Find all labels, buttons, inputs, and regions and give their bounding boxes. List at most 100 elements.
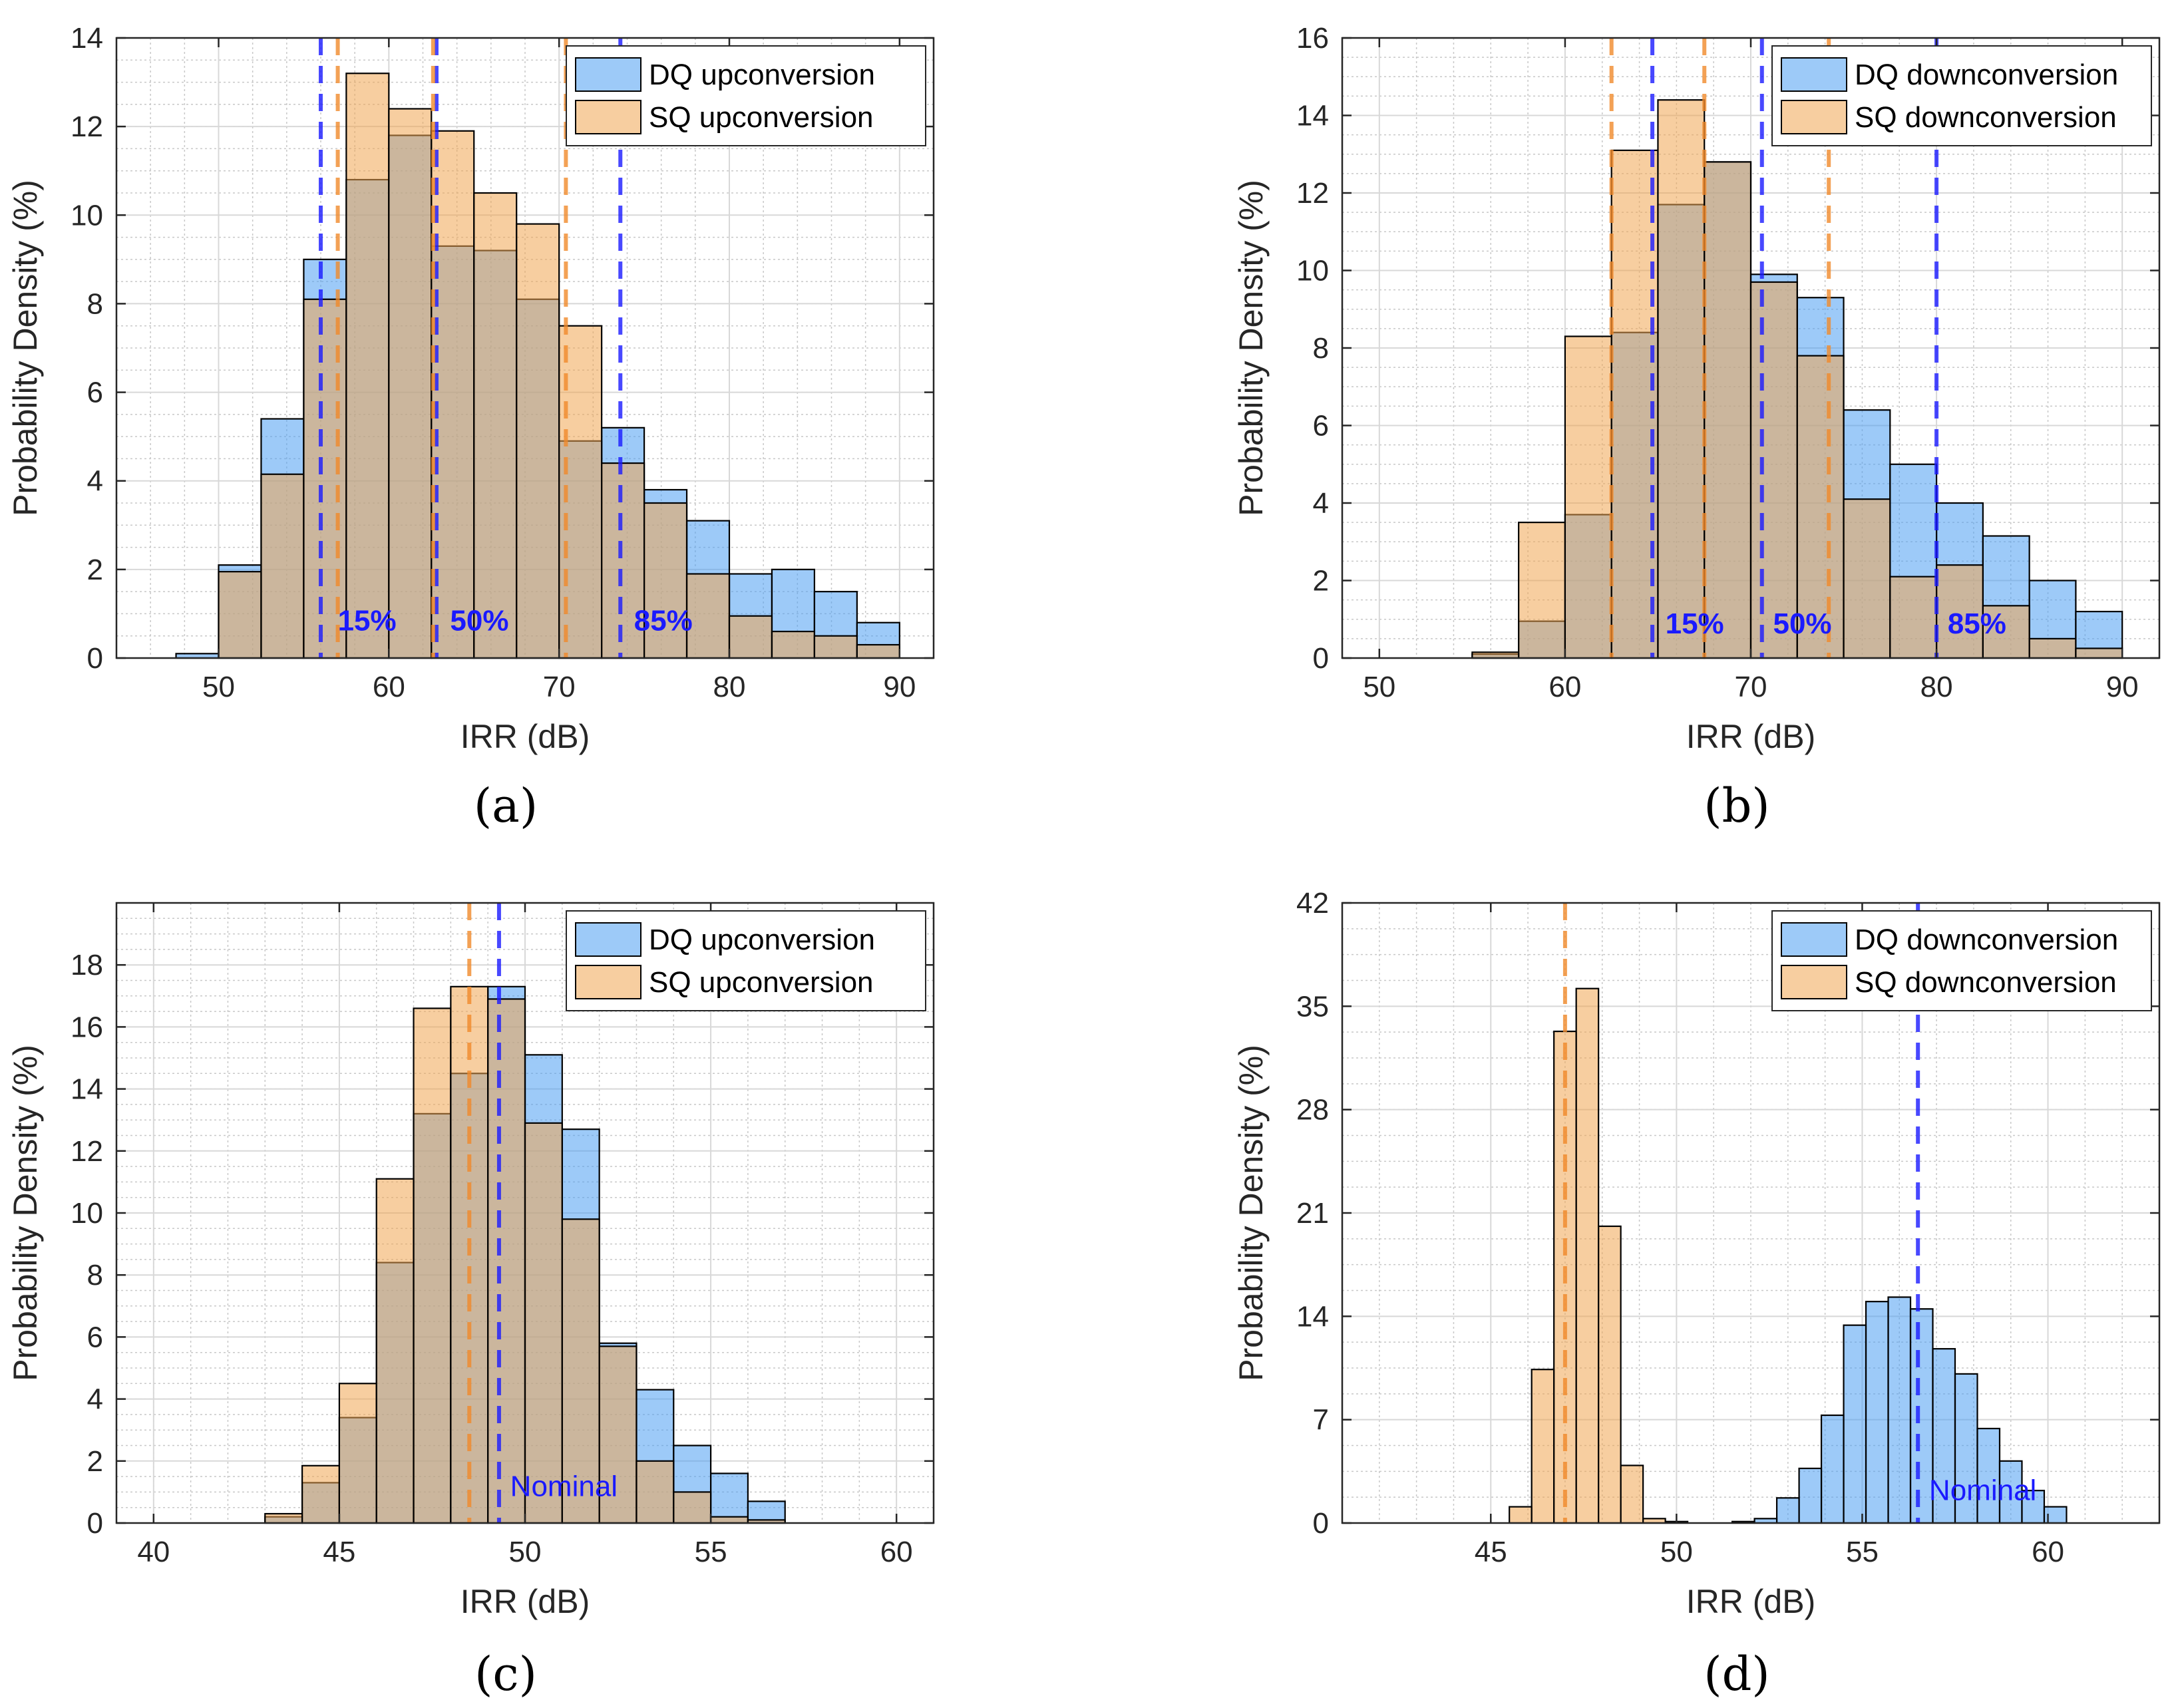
x-tick-label: 60 bbox=[880, 1536, 913, 1568]
x-tick-label: 80 bbox=[713, 671, 746, 703]
annotation-label: 15% bbox=[338, 605, 397, 637]
x-tick-label: 45 bbox=[1475, 1536, 1507, 1568]
histogram-bar bbox=[1909, 1308, 1934, 1524]
annotation-label: 50% bbox=[1773, 607, 1831, 640]
legend-entry-label: DQ upconversion bbox=[649, 59, 875, 91]
legend-entry-label: SQ downconversion bbox=[1855, 966, 2117, 999]
legend-swatch bbox=[575, 965, 641, 999]
histogram-bar bbox=[264, 1512, 303, 1524]
axes-box bbox=[115, 37, 935, 659]
annotation-label: 85% bbox=[634, 605, 693, 637]
histogram-bar bbox=[1954, 1373, 1978, 1524]
histogram-bar bbox=[1796, 355, 1845, 659]
legend-entry-label: DQ downconversion bbox=[1855, 59, 2118, 91]
x-tick-label: 50 bbox=[1660, 1536, 1693, 1568]
histogram-bar bbox=[1509, 1506, 1533, 1524]
histogram-bar bbox=[1749, 281, 1798, 659]
y-tick-label: 14 bbox=[71, 22, 103, 55]
histogram-bar bbox=[643, 502, 688, 659]
y-tick-label: 12 bbox=[71, 110, 103, 143]
histogram-bar bbox=[856, 643, 900, 659]
y-axis-label: Probability Density (%) bbox=[7, 1045, 44, 1381]
x-tick-label: 70 bbox=[543, 671, 576, 703]
histogram-bar bbox=[1775, 1497, 1800, 1524]
y-tick-label: 16 bbox=[71, 1011, 103, 1043]
y-tick-label: 6 bbox=[87, 377, 103, 409]
legend-entry-label: SQ upconversion bbox=[649, 966, 874, 999]
legend-swatch bbox=[575, 100, 641, 134]
annotation-label: Nominal bbox=[510, 1470, 618, 1502]
histogram-bar bbox=[260, 473, 305, 659]
y-tick-label: 0 bbox=[1313, 642, 1329, 675]
x-tick-label: 50 bbox=[509, 1536, 542, 1568]
panel-a: 15% 50% 85% 50 60 70 80 90 0 2 4 6 8 10 12 14 IRR (dB) Pr… bbox=[7, 22, 935, 833]
y-tick-label: 14 bbox=[1296, 1300, 1329, 1333]
x-tick-label: 45 bbox=[323, 1536, 355, 1568]
x-axis-label: IRR (dB) bbox=[460, 1583, 590, 1620]
legend-swatch bbox=[575, 57, 641, 92]
histogram-bar bbox=[1820, 1414, 1845, 1524]
x-tick-label: 50 bbox=[202, 671, 235, 703]
histogram-bar bbox=[1982, 605, 2030, 659]
y-tick-label: 4 bbox=[87, 465, 103, 498]
histogram-bar bbox=[709, 1516, 749, 1524]
y-tick-label: 14 bbox=[71, 1073, 103, 1106]
y-tick-label: 8 bbox=[87, 1259, 103, 1291]
legend-entry-label: SQ downconversion bbox=[1855, 101, 2117, 134]
y-tick-label: 35 bbox=[1296, 990, 1329, 1023]
histogram-bar bbox=[561, 1218, 600, 1524]
x-axis-label: IRR (dB) bbox=[460, 718, 590, 755]
histogram-bar bbox=[1564, 335, 1612, 659]
histogram-bar bbox=[1865, 1301, 1889, 1524]
x-tick-label: 55 bbox=[1846, 1536, 1879, 1568]
y-tick-label: 6 bbox=[1313, 410, 1329, 442]
y-tick-label: 12 bbox=[71, 1135, 103, 1168]
histogram-bar bbox=[1976, 1427, 2001, 1524]
panel-b: 15% 50% 85% 50 60 70 80 90 0 2 4 6 8 10 12 14 16 IRR (dB)… bbox=[1232, 22, 2161, 833]
y-tick-label: 10 bbox=[71, 199, 103, 232]
x-tick-label: 90 bbox=[2106, 671, 2139, 703]
histogram-bar bbox=[1889, 576, 1938, 659]
histogram-bar bbox=[388, 108, 433, 659]
panel-caption: (c) bbox=[474, 1647, 537, 1701]
histogram-bar bbox=[516, 223, 560, 659]
histogram-bar bbox=[473, 192, 518, 659]
y-tick-label: 0 bbox=[1313, 1507, 1329, 1540]
histogram-bar bbox=[345, 73, 390, 659]
histogram-bar bbox=[673, 1491, 712, 1524]
x-tick-label: 55 bbox=[695, 1536, 727, 1568]
legend-swatch bbox=[1781, 100, 1847, 134]
histogram-bar bbox=[1531, 1369, 1555, 1524]
histogram-bar bbox=[1518, 522, 1566, 659]
x-tick-label: 90 bbox=[883, 671, 916, 703]
y-tick-label: 6 bbox=[87, 1321, 103, 1353]
legend-swatch bbox=[1781, 57, 1847, 92]
y-tick-label: 10 bbox=[1296, 255, 1329, 287]
x-axis-label: IRR (dB) bbox=[1686, 1583, 1815, 1620]
legend-entry-label: DQ downconversion bbox=[1855, 924, 2118, 956]
annotation-label: 85% bbox=[1948, 607, 2006, 640]
histogram-bar bbox=[1471, 651, 1520, 659]
histogram-bar bbox=[1843, 1324, 1867, 1524]
histogram-bar bbox=[771, 630, 816, 659]
y-tick-label: 0 bbox=[87, 1507, 103, 1540]
panel-d: Nominal 45 50 55 60 0 7 14 21 28 35 42 IRR (dB) Proba… bbox=[1232, 887, 2161, 1701]
histogram-bar bbox=[1575, 987, 1600, 1524]
histogram-bar bbox=[601, 462, 645, 659]
panel-c: Nominal 40 45 50 55 60 0 2 4 6 8 10 12 14 16 18 IRR (dB)… bbox=[7, 902, 935, 1701]
y-tick-label: 4 bbox=[87, 1383, 103, 1416]
y-axis-label: Probability Density (%) bbox=[1232, 180, 1270, 516]
x-tick-label: 60 bbox=[2032, 1536, 2064, 1568]
y-tick-label: 12 bbox=[1296, 177, 1329, 210]
y-tick-label: 2 bbox=[87, 554, 103, 586]
y-tick-label: 4 bbox=[1313, 487, 1329, 520]
histogram-bar bbox=[709, 1472, 749, 1524]
y-axis-label: Probability Density (%) bbox=[7, 180, 44, 516]
annotation-label: 15% bbox=[1666, 607, 1724, 640]
histogram-bar bbox=[1620, 1464, 1644, 1524]
x-tick-label: 60 bbox=[1548, 671, 1581, 703]
panel-caption: (d) bbox=[1704, 1647, 1769, 1701]
y-tick-label: 7 bbox=[1313, 1404, 1329, 1437]
legend-swatch bbox=[575, 922, 641, 957]
